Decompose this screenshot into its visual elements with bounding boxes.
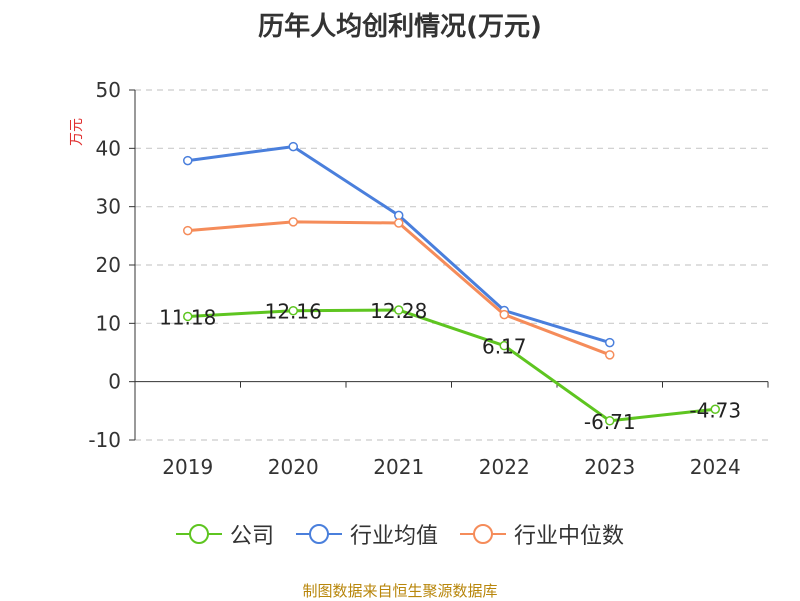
legend-line-marker-icon [460, 524, 506, 544]
y-tick-label: 40 [96, 136, 121, 160]
y-tick-label: 30 [96, 195, 121, 219]
legend: 公司 行业均值 行业中位数 [0, 518, 800, 550]
legend-label: 行业均值 [349, 524, 438, 549]
legend-line-marker-icon [175, 524, 222, 544]
data-point [288, 217, 298, 227]
legend-line-marker-icon [295, 524, 342, 544]
data-point [394, 305, 404, 315]
data-point [394, 210, 404, 221]
data-point [183, 225, 193, 236]
data-point [499, 309, 509, 320]
chart-title: 历年人均创利情况(万元) [258, 12, 542, 42]
x-tick-label: 2024 [690, 455, 741, 479]
x-tick-label: 2023 [584, 455, 635, 479]
data-label: -6.71 [584, 410, 636, 434]
data-point [394, 218, 404, 228]
y-tick-label: 0 [108, 370, 121, 394]
legend-label: 行业中位数 [514, 524, 625, 549]
series-line [187, 308, 716, 423]
data-point [288, 305, 298, 316]
data-point [183, 155, 193, 166]
data-label: 12.16 [265, 300, 322, 324]
legend-item-company[interactable]: 公司 [175, 518, 274, 550]
data-label: -4.73 [689, 398, 741, 422]
y-tick-label: -10 [88, 428, 121, 452]
y-tick-label: 50 [96, 78, 121, 102]
data-point [499, 340, 509, 351]
data-point [605, 416, 615, 426]
data-point [605, 350, 615, 360]
legend-item-industry-median[interactable]: 行业中位数 [460, 518, 624, 550]
y-tick-label: 10 [96, 311, 121, 335]
series-line [187, 220, 611, 357]
x-tick-label: 2019 [162, 455, 213, 479]
data-label: 12.28 [370, 299, 427, 323]
data-source-note: 制图数据来自恒生聚源数据库 [302, 582, 498, 600]
data-point [288, 141, 298, 152]
x-tick-label: 2021 [373, 455, 424, 479]
legend-item-industry-mean[interactable]: 行业均值 [295, 518, 438, 550]
data-label: 6.17 [482, 335, 527, 359]
data-point [183, 311, 193, 322]
x-tick-label: 2022 [479, 455, 530, 479]
y-tick-label: 20 [96, 253, 121, 277]
legend-label: 公司 [229, 524, 274, 549]
data-point [605, 337, 615, 348]
x-tick-label: 2020 [268, 455, 319, 479]
data-label: 11.18 [159, 305, 216, 329]
data-point [710, 404, 720, 415]
